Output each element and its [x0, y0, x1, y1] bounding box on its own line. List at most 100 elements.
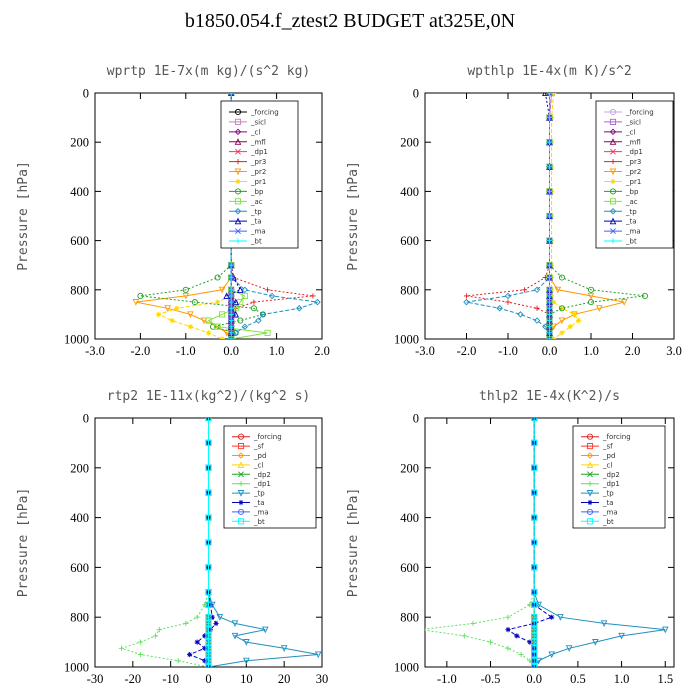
- data-point: [187, 311, 194, 319]
- data-point: [228, 324, 234, 330]
- data-point: [228, 330, 234, 336]
- data-point: [205, 464, 212, 471]
- data-point: [558, 305, 566, 312]
- data-point: [236, 286, 244, 293]
- data-point: [587, 286, 595, 293]
- data-point: [251, 299, 257, 305]
- data-point: [202, 633, 208, 639]
- data-point: [205, 439, 212, 446]
- data-point: [223, 292, 230, 299]
- legend-entry: _bp: [250, 188, 264, 196]
- data-point: [241, 292, 248, 300]
- x-tick-label: 1.0: [583, 344, 599, 358]
- data-point: [531, 564, 538, 571]
- data-point: [548, 651, 556, 659]
- data-point: [261, 626, 269, 634]
- data-point: [209, 614, 215, 620]
- data-point: [546, 115, 553, 121]
- y-tick-label: 0: [83, 412, 89, 426]
- data-point: [546, 311, 553, 317]
- y-tick-label: 200: [70, 461, 89, 475]
- data-point: [232, 329, 239, 337]
- legend-marker: [587, 499, 593, 506]
- legend-marker: [609, 198, 617, 205]
- data-point: [531, 589, 538, 596]
- data-point: [531, 620, 538, 627]
- data-point: [558, 274, 566, 281]
- legend-entry: _bt: [602, 518, 614, 526]
- legend-entry: _pr2: [250, 168, 266, 176]
- legend-marker: [234, 188, 242, 195]
- legend-marker: [587, 471, 593, 478]
- legend-marker: [234, 198, 242, 205]
- legend-marker: [610, 178, 616, 185]
- data-point: [641, 292, 649, 300]
- data-point: [207, 602, 213, 608]
- legend-entry: _ac: [250, 198, 263, 206]
- legend-entry: _dp1: [602, 480, 620, 488]
- data-point: [546, 336, 553, 339]
- data-point: [531, 601, 538, 608]
- legend-entry: _tp: [250, 208, 262, 216]
- x-tick-label: 0.0: [223, 344, 239, 358]
- data-point: [205, 514, 212, 521]
- data-point: [228, 93, 234, 96]
- data-point: [200, 317, 208, 325]
- x-tick-label: 1.5: [657, 672, 673, 686]
- legend-entry: _pr2: [625, 168, 641, 176]
- data-point: [132, 299, 140, 306]
- legend-entry: _forcing: [602, 433, 631, 441]
- data-point: [118, 645, 125, 651]
- data-point: [546, 293, 553, 299]
- legend-entry: _cl: [625, 128, 635, 136]
- data-point: [243, 639, 250, 646]
- legend-entry: _mfl: [625, 138, 641, 146]
- legend-marker: [235, 159, 241, 165]
- data-point: [264, 329, 271, 336]
- data-point: [231, 620, 239, 628]
- data-point: [557, 614, 564, 621]
- data-point: [228, 336, 235, 339]
- data-point: [505, 299, 511, 305]
- legend-marker: [238, 481, 244, 487]
- data-point: [546, 262, 553, 268]
- legend-entry: _ta: [253, 499, 265, 507]
- chart-panel-4: thlp2 1E-4x(K^2)/s Pressure [hPa] 0 200 400 6…: [346, 389, 675, 686]
- data-point: [314, 298, 321, 306]
- data-point: [565, 645, 573, 652]
- x-tick-label: 0.0: [542, 344, 558, 358]
- data-point: [549, 614, 555, 620]
- y-tick-label: 1000: [394, 333, 419, 347]
- legend-marker: [234, 168, 242, 176]
- data-point: [250, 305, 257, 312]
- data-point: [661, 626, 669, 634]
- data-point: [205, 330, 212, 336]
- data-point: [522, 287, 528, 293]
- legend-entry: _ma: [625, 228, 641, 236]
- x-tick-label: -1.0: [176, 344, 196, 358]
- data-point: [202, 658, 208, 664]
- legend-entry: _bt: [625, 238, 637, 246]
- legend-entry: _pr3: [625, 158, 641, 166]
- data-point: [575, 317, 582, 324]
- data-point: [546, 238, 553, 244]
- legend-entry: _ac: [625, 198, 638, 206]
- y-tick-label: 800: [70, 283, 89, 297]
- legend-entry: _sf: [253, 443, 264, 451]
- data-point: [542, 323, 549, 330]
- data-point: [205, 620, 212, 627]
- series-line-ta: [188, 418, 217, 667]
- data-point: [182, 286, 189, 293]
- legend-entry: _dp1: [625, 148, 643, 156]
- data-point: [546, 335, 553, 339]
- data-point: [152, 633, 159, 639]
- legend-entry: _dp2: [602, 471, 620, 479]
- data-point: [461, 633, 467, 639]
- data-point: [213, 620, 219, 627]
- x-tick-label: -0.5: [481, 672, 501, 686]
- x-tick-label: -10: [162, 672, 179, 686]
- data-point: [228, 293, 234, 299]
- data-point: [137, 651, 143, 658]
- y-tick-label: 1000: [394, 661, 419, 675]
- y-tick-label: 600: [70, 561, 89, 575]
